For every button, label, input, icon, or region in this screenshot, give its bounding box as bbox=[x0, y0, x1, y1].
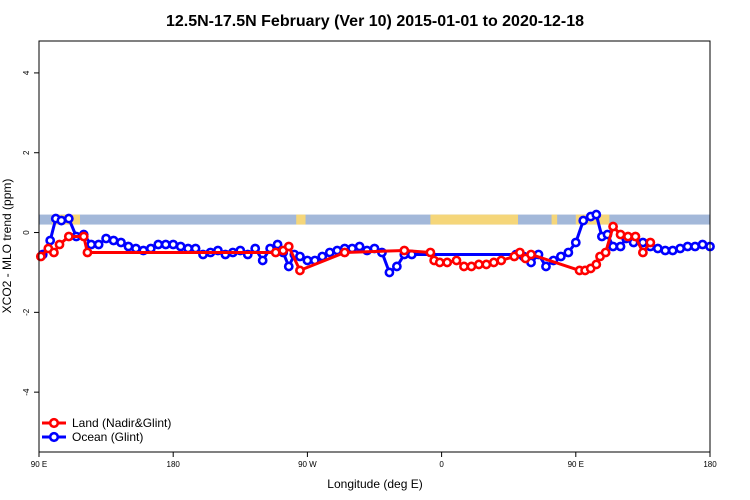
data-point bbox=[591, 209, 602, 220]
data-point bbox=[488, 257, 499, 268]
y-tick-label: 0 bbox=[22, 230, 31, 235]
data-point bbox=[697, 239, 708, 250]
legend-label: Ocean (Glint) bbox=[72, 430, 143, 444]
y-axis-ticks: -4 -2 0 2 4 bbox=[22, 70, 39, 396]
legend-label: Land (Nadir&Glint) bbox=[72, 416, 171, 430]
y-tick-label: -4 bbox=[22, 388, 31, 396]
data-point bbox=[591, 259, 602, 270]
ocean-band bbox=[39, 214, 710, 225]
y-tick-label: 2 bbox=[22, 150, 31, 155]
chart-title: 12.5N-17.5N February (Ver 10) 2015-01-01… bbox=[166, 13, 584, 30]
data-point bbox=[514, 247, 525, 258]
series-land bbox=[35, 221, 656, 276]
data-point bbox=[86, 239, 97, 250]
data-point bbox=[608, 241, 618, 252]
data-point bbox=[257, 255, 268, 266]
data-point bbox=[451, 255, 462, 266]
data-point bbox=[638, 247, 648, 258]
data-point bbox=[459, 261, 469, 272]
data-point bbox=[496, 255, 507, 266]
data-point bbox=[442, 257, 453, 268]
x-axis-label: Longitude (deg E) bbox=[327, 477, 422, 491]
land-band-segment bbox=[430, 214, 519, 225]
data-point bbox=[682, 241, 693, 252]
data-point bbox=[35, 251, 46, 262]
land-ocean-band bbox=[39, 214, 710, 225]
data-point bbox=[123, 241, 134, 252]
data-point bbox=[391, 261, 402, 272]
data-point bbox=[623, 231, 633, 242]
data-point bbox=[481, 259, 492, 270]
data-point bbox=[339, 247, 350, 258]
data-point bbox=[690, 241, 700, 252]
x-tick-label: 180 bbox=[167, 460, 181, 469]
data-point bbox=[295, 265, 305, 276]
y-tick-label: 4 bbox=[22, 70, 31, 75]
data-point bbox=[563, 247, 574, 258]
data-point bbox=[652, 243, 663, 254]
data-point bbox=[283, 261, 294, 272]
data-point bbox=[116, 237, 126, 248]
data-point bbox=[283, 241, 294, 252]
data-point bbox=[63, 213, 74, 224]
data-point bbox=[63, 231, 74, 242]
data-point bbox=[354, 241, 365, 252]
x-tick-label: 90 E bbox=[31, 460, 47, 469]
legend-swatch-marker bbox=[48, 431, 60, 443]
data-point bbox=[615, 241, 626, 252]
data-point bbox=[667, 245, 678, 256]
data-point bbox=[153, 239, 164, 250]
legend-item: Ocean (Glint) bbox=[42, 430, 143, 444]
legend-swatch-marker bbox=[48, 417, 60, 429]
data-point bbox=[600, 247, 611, 258]
legend: Land (Nadir&Glint)Ocean (Glint) bbox=[42, 416, 171, 444]
data-point bbox=[645, 237, 656, 248]
x-tick-label: 90 E bbox=[568, 460, 584, 469]
data-point bbox=[78, 231, 89, 242]
data-point bbox=[615, 229, 626, 240]
legend-item: Land (Nadir&Glint) bbox=[42, 416, 171, 430]
data-point bbox=[168, 239, 179, 250]
data-point bbox=[49, 247, 59, 258]
data-point bbox=[675, 243, 686, 254]
data-point bbox=[434, 257, 445, 268]
data-point bbox=[578, 215, 589, 226]
data-point bbox=[56, 215, 67, 226]
data-point bbox=[466, 261, 477, 272]
x-axis-ticks: 90 E 180 90 W 0 90 E 180 bbox=[31, 452, 717, 469]
data-point bbox=[175, 241, 186, 252]
data-point bbox=[108, 235, 119, 246]
data-point bbox=[324, 247, 335, 258]
data-point bbox=[82, 247, 93, 258]
data-point bbox=[608, 221, 618, 232]
plot-frame bbox=[38, 40, 711, 453]
data-point bbox=[384, 267, 395, 278]
series-layer bbox=[35, 209, 715, 278]
data-point bbox=[270, 247, 281, 258]
data-point bbox=[570, 237, 581, 248]
data-point bbox=[526, 249, 536, 260]
data-point bbox=[630, 231, 641, 242]
data-point bbox=[45, 235, 56, 246]
data-point bbox=[295, 251, 305, 262]
data-point bbox=[473, 259, 484, 270]
y-axis-label: XCO2 - MLO trend (ppm) bbox=[0, 179, 14, 314]
x-tick-label: 90 W bbox=[298, 460, 317, 469]
land-band-segment bbox=[551, 214, 558, 225]
data-point bbox=[93, 239, 104, 250]
x-tick-label: 180 bbox=[703, 460, 717, 469]
data-point bbox=[160, 239, 171, 250]
data-point bbox=[425, 247, 436, 258]
data-point bbox=[101, 233, 111, 244]
data-point bbox=[555, 251, 566, 262]
data-point bbox=[399, 245, 410, 256]
data-point bbox=[302, 255, 313, 266]
data-point bbox=[541, 261, 551, 272]
land-band-segment bbox=[296, 214, 306, 225]
x-tick-label: 0 bbox=[439, 460, 444, 469]
data-point bbox=[660, 245, 671, 256]
data-point bbox=[54, 239, 65, 250]
y-tick-label: -2 bbox=[22, 308, 31, 316]
